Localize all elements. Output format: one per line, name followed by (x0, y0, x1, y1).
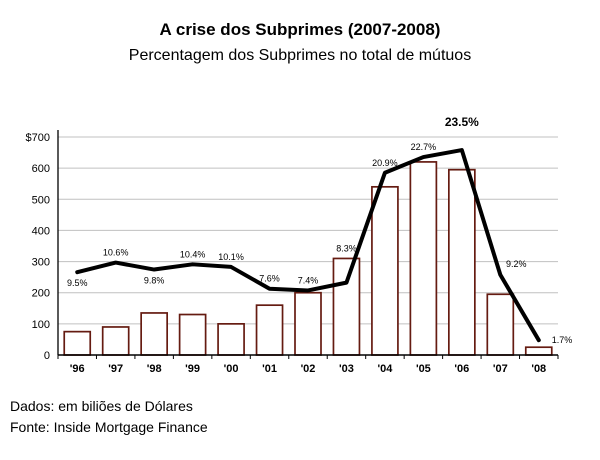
x-tick-label-'08: '08 (531, 363, 546, 375)
x-tick-label-'05: '05 (416, 363, 431, 375)
pct-label-'08: 1.7% (552, 335, 573, 345)
pct-label-'98: 9.8% (144, 276, 165, 286)
y-tick-label-600: 600 (32, 163, 50, 175)
y-tick-label-300: 300 (32, 257, 50, 269)
y-tick-label-200: 200 (32, 288, 50, 300)
x-tick-label-'97: '97 (108, 363, 123, 375)
bar-'03 (332, 257, 361, 356)
bar-'08 (524, 346, 553, 356)
bar-'07 (486, 293, 515, 356)
x-tick-label-'02: '02 (301, 363, 316, 375)
bar-'96 (63, 330, 92, 356)
pct-label-'04: 20.9% (372, 158, 398, 168)
x-tick-label-'07: '07 (493, 363, 508, 375)
bar-'05 (409, 161, 438, 356)
y-tick-label-100: 100 (32, 319, 50, 331)
footer-data-units: Dados: em biliões de Dólares (10, 398, 193, 414)
pct-label-'07: 9.2% (506, 259, 527, 269)
pct-label-'06: 23.5% (445, 115, 479, 129)
bar-'97 (101, 326, 130, 356)
pct-label-'96: 9.5% (67, 278, 88, 288)
bar-'99 (178, 313, 207, 356)
percentage-line (75, 148, 541, 343)
y-tick-label-700: $700 (26, 132, 50, 144)
bar-'02 (294, 291, 322, 356)
x-tick-label-'99: '99 (185, 363, 200, 375)
x-tick-label-'04: '04 (377, 363, 393, 375)
pct-label-'99: 10.4% (180, 249, 206, 259)
pct-label-'97: 10.6% (103, 248, 129, 258)
y-tick-label-400: 400 (32, 225, 50, 237)
chart-title: A crise dos Subprimes (2007-2008) (159, 20, 441, 39)
chart-subtitle: Percentagem dos Subprimes no total de mú… (128, 47, 472, 64)
pct-label-'00: 10.1% (218, 252, 244, 262)
pct-label-'01: 7.6% (259, 274, 280, 284)
y-tick-label-500: 500 (32, 194, 50, 206)
x-tick-label-'96: '96 (70, 363, 85, 375)
pct-label-'05: 22.7% (411, 142, 437, 152)
pct-label-'02: 7.4% (298, 275, 319, 285)
bar-'00 (217, 323, 245, 356)
x-tick-label-'06: '06 (454, 363, 469, 375)
x-tick-label-'00: '00 (224, 363, 239, 375)
pct-label-'03: 8.3% (336, 243, 357, 253)
bar-'01 (255, 304, 284, 356)
y-tick-label-0: 0 (44, 350, 50, 362)
bar-'04 (371, 185, 399, 356)
x-tick-label-'98: '98 (147, 363, 162, 375)
chart-footer: Dados: em biliões de Dólares Fonte: Insi… (10, 396, 208, 438)
x-tick-label-'01: '01 (262, 363, 277, 375)
x-tick-label-'03: '03 (339, 363, 354, 375)
bar-'06 (447, 168, 476, 356)
bar-'98 (140, 312, 169, 356)
footer-source: Fonte: Inside Mortgage Finance (10, 419, 208, 435)
